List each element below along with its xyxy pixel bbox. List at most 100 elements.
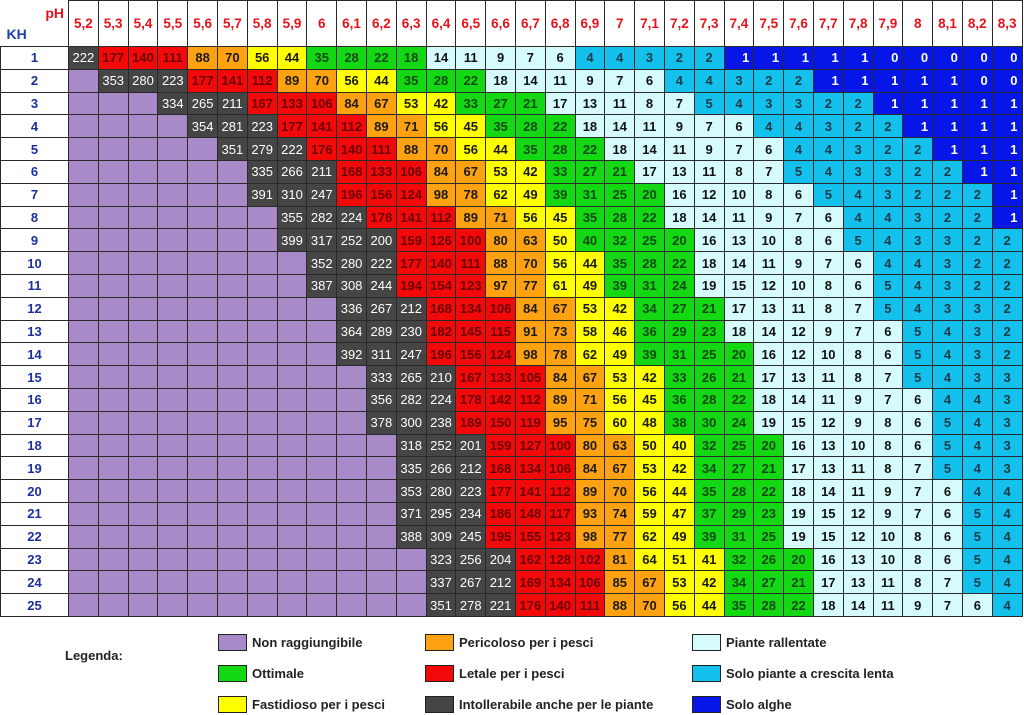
kh-row-header: 5 bbox=[0, 137, 69, 161]
co2-cell: 1 bbox=[991, 182, 1023, 207]
co2-cell bbox=[187, 365, 218, 389]
co2-cell: 50 bbox=[544, 228, 576, 253]
co2-cell bbox=[68, 342, 99, 367]
co2-cell: 67 bbox=[544, 296, 576, 321]
co2-cell bbox=[336, 479, 367, 503]
co2-cell: 154 bbox=[425, 273, 457, 298]
co2-cell bbox=[336, 570, 367, 595]
kh-row-header: 24 bbox=[0, 570, 69, 595]
co2-cell: 2 bbox=[783, 68, 814, 93]
ph-column-header: 6,9 bbox=[574, 0, 606, 47]
co2-cell bbox=[68, 91, 99, 116]
co2-cell: 75 bbox=[574, 410, 606, 435]
co2-cell: 18 bbox=[395, 46, 427, 70]
co2-cell bbox=[157, 570, 189, 595]
co2-cell: 106 bbox=[395, 159, 427, 184]
co2-cell: 13 bbox=[812, 433, 844, 458]
co2-cell: 62 bbox=[634, 524, 665, 549]
co2-cell: 0 bbox=[872, 46, 904, 70]
co2-cell: 5 bbox=[961, 501, 993, 526]
co2-cell: 22 bbox=[544, 114, 576, 139]
co2-cell: 71 bbox=[485, 205, 516, 230]
co2-cell bbox=[97, 547, 129, 572]
table-row: 25 351 278 221 176 140 111 88 70 56 44 35 28 22 18 14 11… bbox=[0, 593, 1023, 617]
co2-cell: 2 bbox=[932, 205, 963, 230]
co2-cell bbox=[216, 456, 248, 481]
co2-cell: 47 bbox=[663, 501, 695, 526]
co2-cell: 134 bbox=[514, 456, 546, 481]
co2-cell: 4 bbox=[932, 387, 963, 412]
co2-cell: 28 bbox=[544, 137, 576, 161]
co2-cell: 11 bbox=[842, 479, 874, 503]
co2-cell: 3 bbox=[991, 456, 1023, 481]
co2-cell: 105 bbox=[514, 365, 546, 389]
kh-row-header: 17 bbox=[0, 410, 69, 435]
co2-cell: 141 bbox=[514, 479, 546, 503]
co2-cell bbox=[365, 456, 397, 481]
co2-cell: 112 bbox=[246, 68, 278, 93]
legend-swatch bbox=[692, 696, 721, 713]
co2-cell: 3 bbox=[932, 273, 963, 298]
co2-cell: 88 bbox=[395, 137, 427, 161]
co2-cell bbox=[216, 228, 248, 253]
co2-cell bbox=[97, 159, 129, 184]
co2-cell: 4 bbox=[961, 387, 993, 412]
co2-cell: 80 bbox=[574, 433, 606, 458]
legend-label: Pericoloso per i pesci bbox=[459, 635, 594, 650]
co2-cell: 9 bbox=[574, 68, 606, 93]
co2-cell: 70 bbox=[306, 68, 338, 93]
co2-cell: 26 bbox=[753, 547, 785, 572]
co2-cell: 1 bbox=[902, 68, 934, 93]
co2-cell bbox=[157, 273, 189, 298]
co2-cell: 9 bbox=[872, 479, 904, 503]
co2-cell: 44 bbox=[276, 46, 308, 70]
co2-cell bbox=[276, 365, 308, 389]
co2-cell: 33 bbox=[544, 159, 576, 184]
co2-cell bbox=[276, 410, 308, 435]
co2-cell: 4 bbox=[723, 91, 755, 116]
co2-cell: 201 bbox=[455, 433, 487, 458]
co2-cell bbox=[187, 319, 218, 344]
co2-cell: 16 bbox=[693, 228, 725, 253]
co2-cell bbox=[97, 296, 129, 321]
co2-cell: 88 bbox=[604, 593, 636, 617]
co2-cell bbox=[97, 410, 129, 435]
co2-cell: 2 bbox=[902, 159, 934, 184]
co2-cell: 196 bbox=[425, 342, 457, 367]
co2-cell: 2 bbox=[842, 114, 874, 139]
co2-cell bbox=[246, 410, 278, 435]
co2-cell: 53 bbox=[574, 296, 606, 321]
co2-cell: 25 bbox=[634, 228, 665, 253]
co2-cell: 35 bbox=[604, 251, 636, 275]
co2-cell: 119 bbox=[514, 410, 546, 435]
co2-cell: 58 bbox=[574, 319, 606, 344]
co2-cell: 308 bbox=[336, 273, 367, 298]
co2-cell: 1 bbox=[812, 46, 844, 70]
co2-cell bbox=[246, 479, 278, 503]
co2-cell bbox=[336, 387, 367, 412]
co2-cell: 15 bbox=[783, 410, 814, 435]
legend-label: Non raggiungibile bbox=[252, 635, 363, 650]
co2-cell bbox=[127, 91, 159, 116]
co2-cell: 222 bbox=[276, 137, 308, 161]
co2-cell: 19 bbox=[753, 410, 785, 435]
co2-cell bbox=[68, 387, 99, 412]
co2-cell: 60 bbox=[604, 410, 636, 435]
co2-cell bbox=[246, 501, 278, 526]
co2-cell bbox=[246, 387, 278, 412]
co2-cell: 10 bbox=[842, 433, 874, 458]
co2-cell: 70 bbox=[514, 251, 546, 275]
co2-cell bbox=[157, 228, 189, 253]
co2-cell: 61 bbox=[544, 273, 576, 298]
co2-cell bbox=[187, 501, 218, 526]
co2-cell bbox=[246, 365, 278, 389]
co2-cell bbox=[157, 342, 189, 367]
co2-cell: 6 bbox=[902, 410, 934, 435]
table-row: 13 364 289 230 182 145 115 91 73 58 46 36 29 23 18 14 12… bbox=[0, 319, 1023, 344]
table-row: 20 353 280 223 177 141 112 89 70 56 44 35 28 22 18 14 11… bbox=[0, 479, 1023, 503]
co2-cell bbox=[365, 524, 397, 549]
co2-cell bbox=[187, 137, 218, 161]
co2-cell: 2 bbox=[961, 205, 993, 230]
co2-cell: 13 bbox=[753, 296, 785, 321]
co2-cell bbox=[306, 501, 338, 526]
